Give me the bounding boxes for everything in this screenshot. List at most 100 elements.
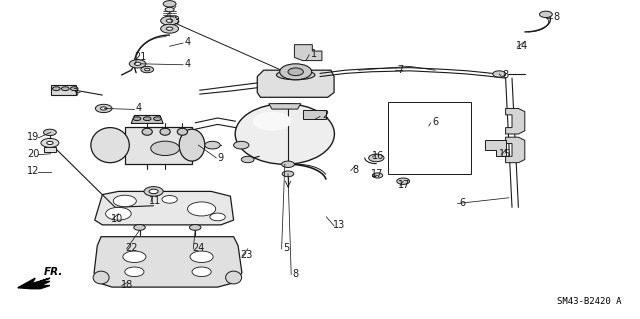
Polygon shape	[18, 278, 35, 288]
Ellipse shape	[142, 128, 152, 135]
Circle shape	[189, 225, 201, 230]
Text: 8: 8	[554, 11, 560, 22]
Text: 7: 7	[397, 64, 403, 75]
Polygon shape	[294, 45, 322, 61]
Polygon shape	[506, 108, 525, 134]
Circle shape	[307, 111, 313, 115]
Circle shape	[70, 87, 78, 91]
Text: 19: 19	[27, 132, 40, 142]
Ellipse shape	[93, 271, 109, 284]
FancyBboxPatch shape	[44, 147, 56, 152]
Text: 8: 8	[502, 70, 509, 80]
Circle shape	[143, 117, 151, 121]
Circle shape	[280, 64, 312, 80]
Ellipse shape	[226, 271, 242, 284]
Ellipse shape	[151, 141, 179, 155]
Circle shape	[141, 66, 154, 73]
Circle shape	[317, 111, 323, 115]
Circle shape	[95, 104, 112, 113]
Text: 5: 5	[284, 243, 290, 253]
Circle shape	[166, 19, 173, 22]
Polygon shape	[269, 104, 301, 109]
Text: 9: 9	[218, 153, 224, 163]
Text: 8: 8	[352, 165, 358, 175]
Text: 4: 4	[184, 37, 191, 47]
Polygon shape	[51, 85, 76, 95]
Text: 13: 13	[333, 220, 346, 230]
Text: 4: 4	[136, 103, 142, 114]
Circle shape	[210, 213, 225, 221]
Circle shape	[190, 251, 213, 263]
Ellipse shape	[236, 104, 335, 164]
Polygon shape	[257, 70, 334, 97]
Circle shape	[41, 138, 59, 147]
Circle shape	[52, 87, 60, 91]
Text: 16: 16	[371, 151, 384, 161]
Circle shape	[372, 173, 383, 178]
Circle shape	[133, 117, 141, 121]
Circle shape	[154, 117, 161, 121]
Circle shape	[397, 178, 410, 184]
Text: 1: 1	[310, 49, 317, 59]
Polygon shape	[131, 115, 163, 123]
Circle shape	[234, 141, 249, 149]
Text: FR.: FR.	[44, 267, 63, 277]
Polygon shape	[303, 110, 326, 119]
Text: 18: 18	[120, 279, 133, 290]
Text: 17: 17	[371, 169, 384, 179]
Circle shape	[144, 187, 163, 196]
Circle shape	[192, 267, 211, 277]
Circle shape	[282, 171, 294, 177]
Circle shape	[166, 27, 173, 30]
Text: 3: 3	[173, 16, 179, 26]
Circle shape	[188, 202, 216, 216]
Circle shape	[288, 68, 303, 76]
Circle shape	[123, 251, 146, 263]
Text: 24: 24	[192, 243, 205, 253]
Circle shape	[205, 141, 220, 149]
Circle shape	[44, 129, 56, 136]
Text: 14: 14	[515, 41, 528, 51]
Text: 21: 21	[134, 52, 147, 63]
Circle shape	[163, 1, 176, 7]
Text: 4: 4	[184, 59, 191, 69]
Circle shape	[161, 24, 179, 33]
Text: 6: 6	[459, 197, 465, 208]
Text: SM43-B2420 A: SM43-B2420 A	[557, 297, 621, 306]
Circle shape	[241, 156, 254, 163]
Ellipse shape	[177, 128, 188, 135]
Circle shape	[165, 7, 174, 12]
Circle shape	[161, 16, 179, 25]
Text: 8: 8	[292, 269, 299, 279]
Circle shape	[106, 207, 131, 220]
Text: 20: 20	[27, 149, 40, 159]
Circle shape	[113, 195, 136, 207]
Polygon shape	[95, 191, 234, 225]
Circle shape	[369, 154, 384, 162]
Circle shape	[493, 71, 506, 77]
Ellipse shape	[91, 128, 129, 163]
Text: 15: 15	[499, 149, 512, 159]
Text: 6: 6	[432, 117, 438, 127]
Text: 10: 10	[111, 213, 124, 224]
Circle shape	[129, 60, 146, 68]
Circle shape	[125, 267, 144, 277]
Polygon shape	[94, 237, 242, 287]
Polygon shape	[18, 278, 50, 289]
Text: 22: 22	[125, 243, 138, 253]
Circle shape	[145, 68, 150, 71]
Circle shape	[162, 196, 177, 203]
Ellipse shape	[160, 128, 170, 135]
Polygon shape	[485, 140, 506, 156]
Text: 3: 3	[72, 87, 79, 98]
Circle shape	[61, 87, 69, 91]
Circle shape	[540, 11, 552, 18]
Text: 12: 12	[27, 166, 40, 176]
Polygon shape	[506, 137, 525, 163]
Circle shape	[134, 62, 141, 65]
Circle shape	[134, 225, 145, 230]
Text: 11: 11	[149, 196, 162, 206]
Circle shape	[100, 107, 107, 110]
Circle shape	[282, 161, 294, 167]
Ellipse shape	[179, 129, 205, 161]
